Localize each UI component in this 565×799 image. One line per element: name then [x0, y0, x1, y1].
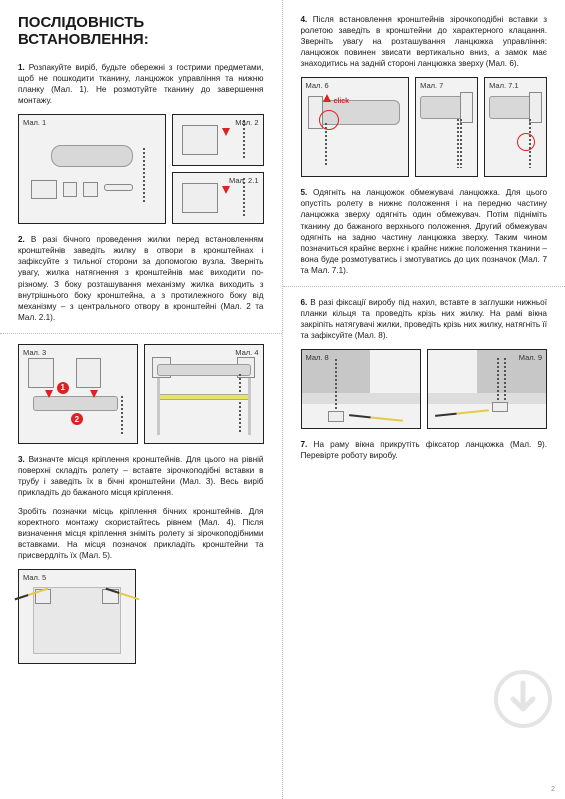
badge-2: 2 [71, 413, 83, 425]
figure-9: Мал. 9 [427, 349, 547, 429]
figrow-6-7: Мал. 6 click Мал. 7 Мал. 7.1 [301, 77, 548, 177]
figure-7-label: Мал. 7 [420, 81, 443, 90]
divider-left-1 [0, 333, 282, 334]
figure-5-label: Мал. 5 [23, 573, 46, 582]
step-3b-text: Зробіть позначки місць кріплення бічних … [18, 506, 264, 561]
left-column: ПОСЛІДОВНІСТЬ ВСТАНОВЛЕННЯ: 1. Розпакуйт… [0, 0, 283, 799]
step-2-body: В разі бічного проведення жилки перед вс… [18, 235, 264, 321]
divider-right-1 [283, 286, 565, 287]
step-3a-text: 3. Визначте місця кріплення кронштейнів.… [18, 454, 264, 498]
figure-3-label: Мал. 3 [23, 348, 46, 357]
step-1-text: 1. Розпакуйте виріб, будьте обережні з г… [18, 62, 264, 106]
step-7-text: 7. На раму вікна прикрутіть фіксатор лан… [301, 439, 548, 461]
click-label: click [333, 98, 349, 105]
figure-2-label: Мал. 2 [235, 118, 258, 127]
figrow-8-9: Мал. 8 Мал. 9 [301, 349, 548, 429]
figrow-1-2: Мал. 1 Мал. 2 Мал. 2.1 [18, 114, 264, 224]
step-1-body: Розпакуйте виріб, будьте обережні з гост… [18, 63, 264, 105]
step-6-body: В разі фіксації виробу під нахил, вставт… [301, 298, 548, 340]
figrow-3-4: Мал. 3 1 2 Мал. 4 [18, 344, 264, 444]
right-column: 4. Після встановлення кронштейнів зірочк… [283, 0, 565, 799]
badge-1: 1 [57, 382, 69, 394]
figure-4-label: Мал. 4 [235, 348, 258, 357]
figure-7-1-label: Мал. 7.1 [489, 81, 518, 90]
step-3a-body: Визначте місця кріплення кронштейнів. Дл… [18, 455, 264, 497]
figure-2-1: Мал. 2.1 [172, 172, 263, 224]
figure-3: Мал. 3 1 2 [18, 344, 138, 444]
figure-7-1: Мал. 7.1 [484, 77, 547, 177]
step-4-body: Після встановлення кронштейнів зірочкопо… [301, 15, 548, 68]
figure-6-label: Мал. 6 [306, 81, 329, 90]
figure-8: Мал. 8 [301, 349, 421, 429]
figure-8-label: Мал. 8 [306, 353, 329, 362]
figure-1-label: Мал. 1 [23, 118, 46, 127]
step-4-text: 4. Після встановлення кронштейнів зірочк… [301, 14, 548, 69]
step-2-text: 2. В разі бічного проведення жилки перед… [18, 234, 264, 323]
figure-5: Мал. 5 [18, 569, 136, 664]
figrow-5: Мал. 5 [18, 569, 264, 664]
step-7-body: На раму вікна прикрутіть фіксатор ланцюж… [301, 440, 548, 460]
step-5-body: Одягніть на ланцюжок обмежувачі ланцюжка… [301, 188, 548, 274]
figure-6: Мал. 6 click [301, 77, 410, 177]
figure-7: Мал. 7 [415, 77, 478, 177]
figure-4: Мал. 4 [144, 344, 264, 444]
figure-2: Мал. 2 [172, 114, 263, 166]
figure-1: Мал. 1 [18, 114, 166, 224]
page-title: ПОСЛІДОВНІСТЬ ВСТАНОВЛЕННЯ: [18, 14, 264, 48]
figure-9-label: Мал. 9 [519, 353, 542, 362]
step-6-text: 6. В разі фіксації виробу під нахил, вст… [301, 297, 548, 341]
figure-2-1-label: Мал. 2.1 [229, 176, 258, 185]
watermark-icon [493, 669, 553, 729]
page-number: 2 [551, 786, 555, 793]
step-5-text: 5. Одягніть на ланцюжок обмежувачі ланцю… [301, 187, 548, 276]
